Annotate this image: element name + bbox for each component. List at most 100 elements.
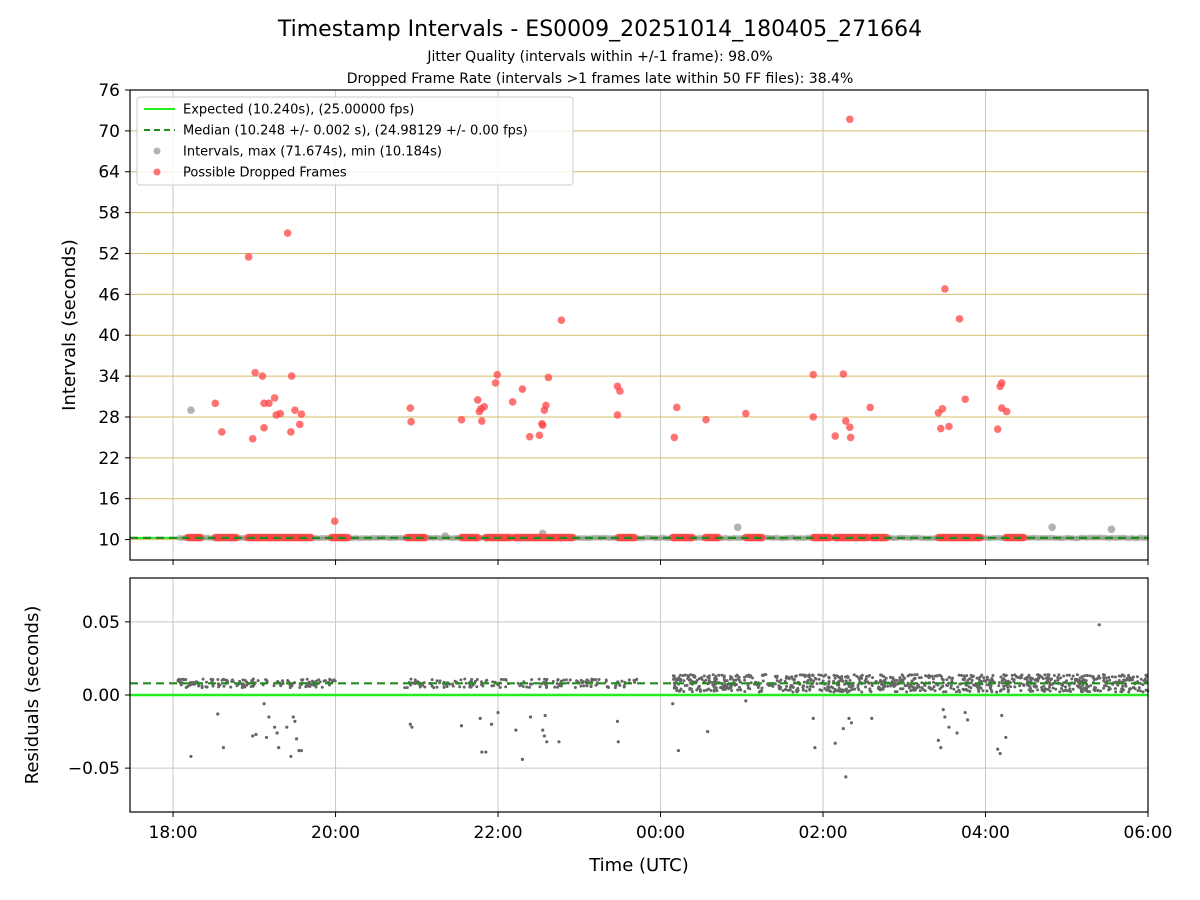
residual-point bbox=[913, 688, 917, 692]
residual-point bbox=[923, 683, 927, 687]
residual-point bbox=[981, 689, 985, 693]
residual-point bbox=[933, 674, 937, 678]
top-ytick-label: 40 bbox=[98, 326, 120, 346]
dropped-frame-point bbox=[993, 425, 1002, 434]
residual-point bbox=[1077, 679, 1081, 683]
residual-outlier-point bbox=[262, 702, 266, 706]
residual-point bbox=[760, 686, 764, 690]
residual-point bbox=[860, 676, 864, 680]
residual-point bbox=[790, 675, 794, 679]
dropped-frame-point bbox=[866, 403, 874, 412]
residual-point bbox=[777, 684, 781, 688]
residual-point bbox=[1035, 684, 1039, 688]
residual-point bbox=[832, 690, 836, 694]
residual-outlier-point bbox=[543, 713, 547, 718]
residual-point bbox=[932, 685, 936, 689]
residual-point bbox=[962, 674, 966, 678]
dropped-frame-point bbox=[955, 315, 964, 323]
residual-point bbox=[907, 686, 911, 690]
residual-outlier-point bbox=[480, 750, 484, 754]
residual-point bbox=[540, 682, 544, 686]
residual-point bbox=[200, 684, 204, 688]
dropped-frame-point bbox=[839, 370, 848, 378]
residual-point bbox=[893, 681, 897, 685]
residual-point bbox=[1121, 673, 1125, 677]
residual-point bbox=[847, 684, 851, 688]
residual-outlier-point bbox=[478, 716, 482, 721]
interval-outlier-point bbox=[187, 406, 195, 414]
residual-point bbox=[1102, 679, 1106, 683]
residual-point bbox=[1110, 675, 1114, 679]
residual-point bbox=[673, 682, 677, 686]
residual-point bbox=[817, 677, 821, 681]
residual-point bbox=[618, 683, 622, 687]
residual-point bbox=[962, 688, 966, 692]
residual-point bbox=[530, 678, 534, 682]
residual-point bbox=[1013, 673, 1017, 677]
residual-point bbox=[819, 673, 823, 677]
residual-point bbox=[836, 689, 840, 693]
legend-box bbox=[136, 96, 574, 186]
residual-point bbox=[690, 690, 694, 694]
residual-point bbox=[1081, 679, 1085, 683]
residual-point bbox=[1048, 685, 1052, 689]
dropped-frame-point bbox=[491, 379, 500, 387]
residual-point bbox=[991, 674, 995, 678]
residual-point bbox=[985, 675, 989, 679]
residual-point bbox=[418, 685, 422, 689]
residual-point bbox=[421, 683, 425, 687]
residual-point bbox=[942, 690, 946, 694]
dropped-frame-point bbox=[758, 533, 766, 542]
residual-point bbox=[1059, 676, 1063, 680]
residual-point bbox=[1012, 679, 1016, 683]
residual-point bbox=[1135, 675, 1139, 679]
residual-point bbox=[982, 676, 986, 680]
residual-outlier-point bbox=[221, 746, 226, 750]
residual-point bbox=[1131, 686, 1135, 690]
residual-point bbox=[1002, 687, 1006, 691]
residual-point bbox=[504, 685, 508, 689]
residual-point bbox=[1131, 675, 1135, 679]
residual-point bbox=[815, 682, 819, 686]
residual-point bbox=[230, 680, 234, 684]
residual-point bbox=[182, 677, 186, 681]
residual-point bbox=[899, 679, 903, 683]
residual-point bbox=[988, 679, 992, 683]
residual-point bbox=[445, 685, 449, 689]
top-ytick-label: 70 bbox=[98, 122, 120, 142]
residual-point bbox=[265, 679, 269, 683]
residual-point bbox=[788, 688, 792, 692]
top-ytick-label: 16 bbox=[98, 490, 120, 510]
residual-point bbox=[712, 688, 716, 692]
dropped-frame-point bbox=[287, 372, 296, 380]
residual-point bbox=[952, 687, 956, 691]
residual-outlier-point bbox=[936, 738, 940, 742]
residual-point bbox=[595, 682, 599, 686]
residual-point bbox=[743, 678, 747, 682]
residual-point bbox=[498, 685, 502, 689]
residual-point bbox=[764, 673, 768, 677]
residual-point bbox=[564, 678, 568, 682]
residual-point bbox=[827, 675, 831, 679]
residual-point bbox=[1037, 673, 1041, 677]
residual-point bbox=[997, 684, 1001, 688]
residual-point bbox=[860, 690, 864, 694]
top-ytick-label: 64 bbox=[98, 163, 120, 183]
residual-point bbox=[272, 684, 276, 688]
residual-point bbox=[691, 673, 695, 677]
residual-point bbox=[790, 684, 794, 688]
residual-point bbox=[582, 684, 586, 688]
dropped-frame-point bbox=[296, 420, 304, 429]
residual-point bbox=[870, 684, 874, 688]
residual-point bbox=[543, 677, 547, 681]
residual-point bbox=[1010, 677, 1014, 681]
legend-dropped-label: Possible Dropped Frames bbox=[183, 166, 347, 181]
residual-point bbox=[556, 678, 560, 682]
residuals-panel: 18:00 20:00 22:00 00:00 02:00 04:00 06:00 −0.05… bbox=[22, 577, 1173, 876]
residual-outlier-point bbox=[293, 719, 297, 723]
residual-point bbox=[798, 673, 802, 677]
residual-point bbox=[672, 675, 676, 679]
residual-point bbox=[827, 682, 831, 686]
residual-point bbox=[915, 673, 919, 677]
residual-point bbox=[737, 685, 741, 689]
